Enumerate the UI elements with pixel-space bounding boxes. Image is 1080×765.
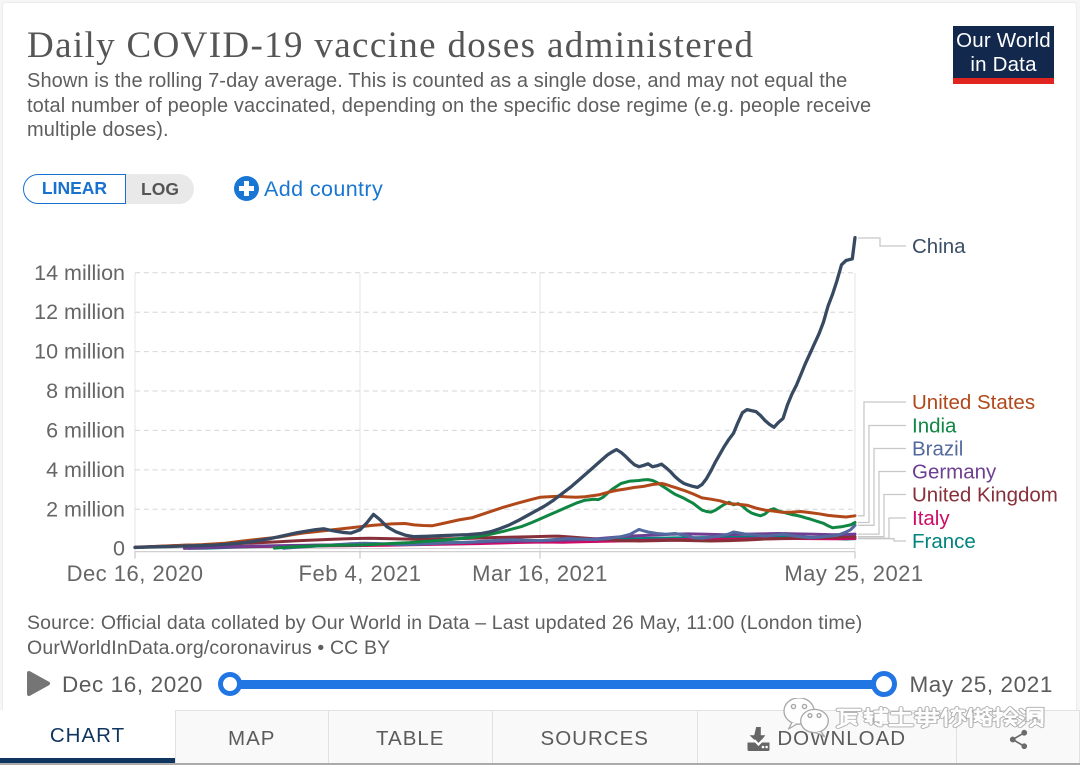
svg-text:Mar 16, 2021: Mar 16, 2021 bbox=[472, 561, 608, 586]
svg-text:Dec 16, 2020: Dec 16, 2020 bbox=[67, 561, 204, 586]
svg-text:6 million: 6 million bbox=[46, 418, 125, 442]
svg-text:India: India bbox=[912, 415, 957, 438]
svg-text:4 million: 4 million bbox=[46, 458, 125, 482]
svg-text:Feb 4, 2021: Feb 4, 2021 bbox=[299, 561, 422, 586]
svg-text:10 million: 10 million bbox=[34, 340, 125, 364]
svg-text:12 million: 12 million bbox=[34, 300, 125, 324]
svg-text:8 million: 8 million bbox=[46, 379, 125, 403]
svg-text:China: China bbox=[912, 235, 966, 258]
svg-text:Germany: Germany bbox=[912, 461, 997, 484]
svg-text:Italy: Italy bbox=[912, 507, 950, 530]
svg-text:Brazil: Brazil bbox=[912, 438, 963, 461]
svg-text:14 million: 14 million bbox=[34, 261, 125, 285]
svg-text:France: France bbox=[912, 530, 976, 553]
svg-text:United States: United States bbox=[912, 391, 1035, 414]
svg-text:United Kingdom: United Kingdom bbox=[912, 484, 1058, 507]
svg-text:0: 0 bbox=[113, 537, 125, 561]
svg-text:May 25, 2021: May 25, 2021 bbox=[784, 561, 923, 586]
svg-text:2 million: 2 million bbox=[46, 497, 125, 521]
